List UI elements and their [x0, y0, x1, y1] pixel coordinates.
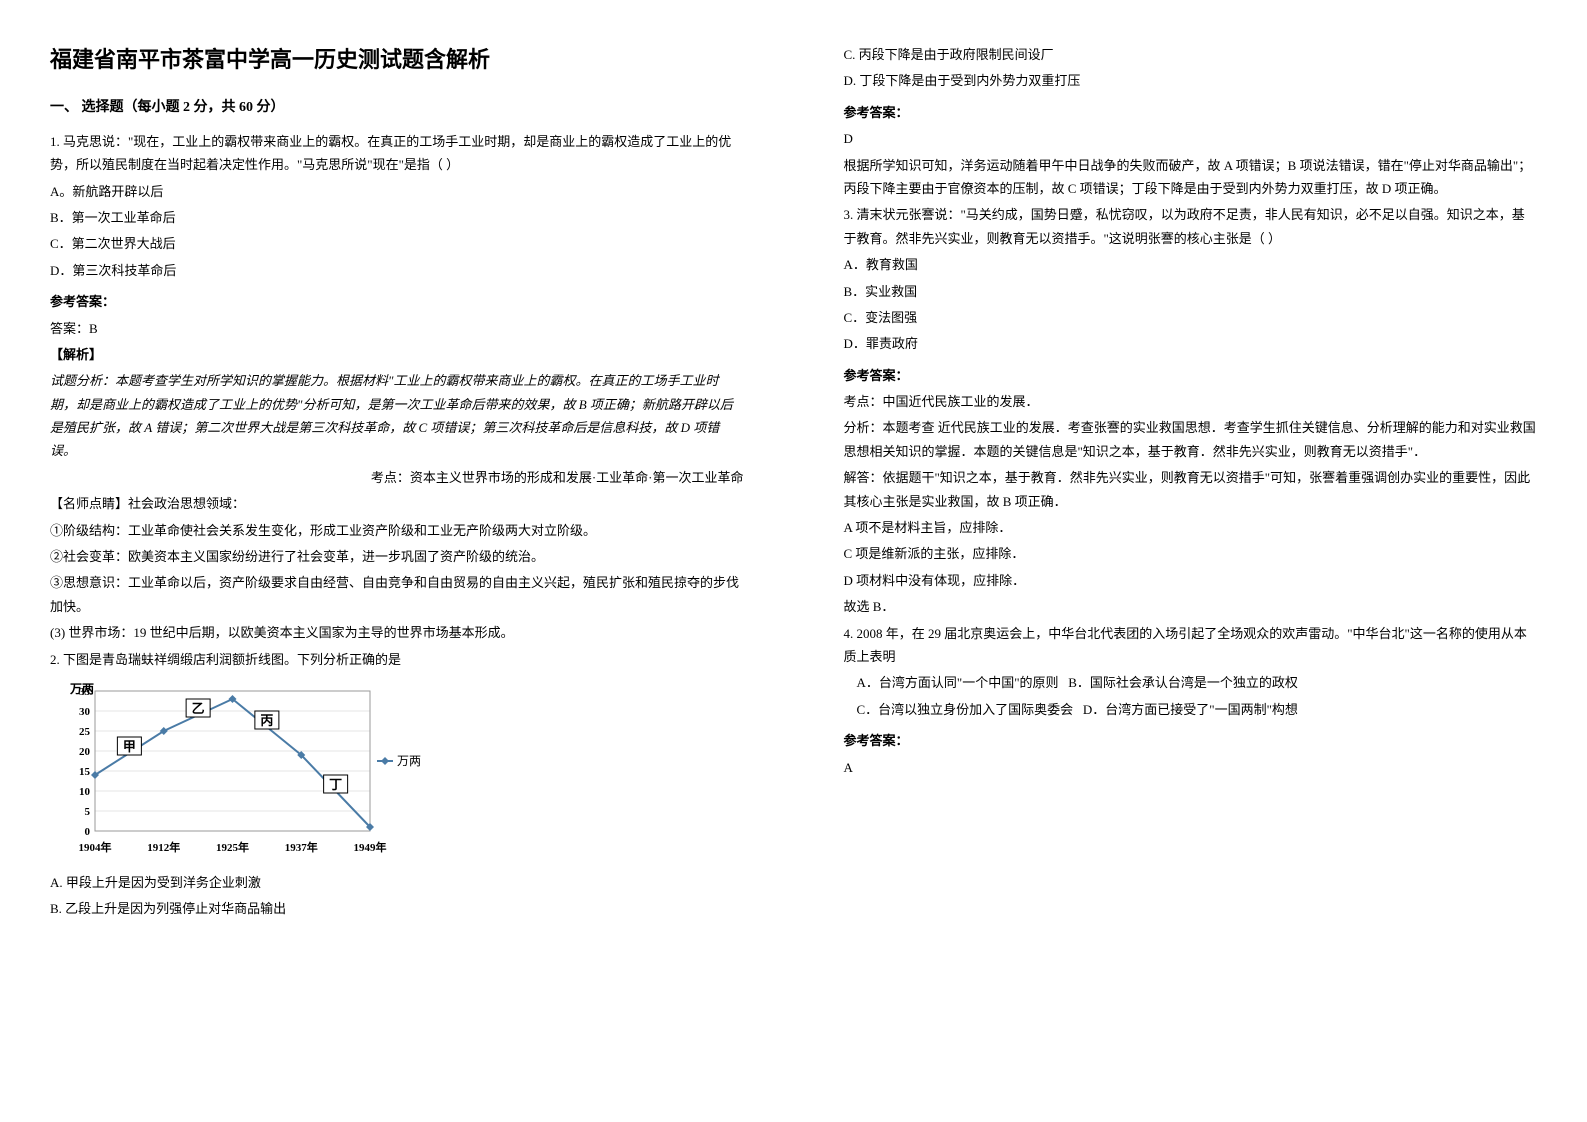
- q3-option-a: A．教育救国: [844, 253, 1538, 276]
- q4-answer: A: [844, 756, 1538, 779]
- left-column: 福建省南平市茶富中学高一历史测试题含解析 一、 选择题（每小题 2 分，共 60…: [0, 0, 794, 1122]
- q2-answer: D: [844, 127, 1538, 150]
- q2-option-b: B. 乙段上升是因为列强停止对华商品输出: [50, 897, 744, 920]
- svg-text:5: 5: [85, 806, 91, 818]
- q3-jieda: 解答：依据题干"知识之本，基于教育．然非先兴实业，则教育无以资措手"可知，张謇着…: [844, 466, 1538, 513]
- document-title: 福建省南平市茶富中学高一历史测试题含解析: [50, 40, 744, 80]
- q4-options-row2: C．台湾以独立身份加入了国际奥委会 D．台湾方面已接受了"一国两制"构想: [844, 698, 1538, 721]
- q1-option-a: A。新航路开辟以后: [50, 180, 744, 203]
- q3-conclusion: 故选 B．: [844, 595, 1538, 618]
- svg-text:丁: 丁: [329, 777, 342, 792]
- svg-text:万两: 万两: [397, 754, 421, 768]
- svg-text:丙: 丙: [260, 713, 273, 728]
- q1-option-b: B．第一次工业革命后: [50, 206, 744, 229]
- svg-text:1912年: 1912年: [147, 840, 180, 854]
- q3-fenxi: 分析：本题考查 近代民族工业的发展．考查张謇的实业救国思想．考查学生抓住关键信息…: [844, 416, 1538, 463]
- answer-label: 参考答案：: [844, 101, 1538, 124]
- section-title: 一、 选择题（每小题 2 分，共 60 分）: [50, 95, 744, 120]
- svg-text:1925年: 1925年: [216, 840, 249, 854]
- q1-option-d: D．第三次科技革命后: [50, 259, 744, 282]
- q4-options-row1: A．台湾方面认同"一个中国"的原则 B．国际社会承认台湾是一个独立的政权: [844, 671, 1538, 694]
- line-chart: 万两 0 5 10 15 20 25 30 35 1904年 1912年 1925年 1937年 1949…: [50, 681, 450, 861]
- q1-point3: ③思想意识：工业革命以后，资产阶级要求自由经营、自由竞争和自由贸易的自由主义兴起…: [50, 571, 744, 618]
- svg-text:1949年: 1949年: [354, 840, 387, 854]
- q1-kaodian-inline: 考点：资本主义世界市场的形成和发展·工业革命·第一次工业革命: [50, 466, 744, 489]
- q1-point4: (3) 世界市场：19 世纪中后期，以欧美资本主义国家为主导的世界市场基本形成。: [50, 621, 744, 644]
- q4-text: 4. 2008 年，在 29 届北京奥运会上，中华台北代表团的入场引起了全场观众…: [844, 622, 1538, 669]
- svg-text:15: 15: [79, 766, 91, 778]
- svg-text:35: 35: [79, 686, 91, 698]
- q1-text: 1. 马克思说："现在，工业上的霸权带来商业上的霸权。在真正的工场手工业时期，却…: [50, 130, 744, 177]
- answer-label: 参考答案：: [50, 290, 744, 313]
- svg-text:10: 10: [79, 786, 91, 798]
- svg-text:甲: 甲: [123, 739, 136, 754]
- q3-option-c: C．变法图强: [844, 306, 1538, 329]
- q3-kaodian: 考点：中国近代民族工业的发展．: [844, 390, 1538, 413]
- q1-teacher-label: 【名师点睛】社会政治思想领域：: [50, 492, 744, 515]
- q1-answer: 答案：B: [50, 317, 744, 340]
- analysis-label: 【解析】: [50, 343, 744, 366]
- q1-option-c: C．第二次世界大战后: [50, 232, 744, 255]
- q2-option-a: A. 甲段上升是因为受到洋务企业刺激: [50, 871, 744, 894]
- q1-point2: ②社会变革：欧美资本主义国家纷纷进行了社会变革，进一步巩固了资产阶级的统治。: [50, 545, 744, 568]
- answer-label: 参考答案：: [844, 364, 1538, 387]
- q3-exclude-d: D 项材料中没有体现，应排除．: [844, 569, 1538, 592]
- svg-text:30: 30: [79, 706, 91, 718]
- q2-option-d: D. 丁段下降是由于受到内外势力双重打压: [844, 69, 1538, 92]
- svg-text:乙: 乙: [192, 701, 205, 716]
- q3-exclude-c: C 项是维新派的主张，应排除．: [844, 542, 1538, 565]
- q3-exclude-a: A 项不是材料主旨，应排除．: [844, 516, 1538, 539]
- svg-text:0: 0: [85, 826, 91, 838]
- q2-option-c: C. 丙段下降是由于政府限制民间设厂: [844, 43, 1538, 66]
- q3-option-b: B．实业救国: [844, 280, 1538, 303]
- svg-text:20: 20: [79, 746, 91, 758]
- svg-text:1904年: 1904年: [79, 840, 112, 854]
- answer-label: 参考答案：: [844, 729, 1538, 752]
- q3-option-d: D．罪责政府: [844, 332, 1538, 355]
- q2-analysis: 根据所学知识可知，洋务运动随着甲午中日战争的失败而破产，故 A 项错误；B 项说…: [844, 154, 1538, 201]
- svg-text:1937年: 1937年: [285, 840, 318, 854]
- q3-text: 3. 清末状元张謇说："马关约成，国势日蹙，私忧窃叹，以为政府不足责，非人民有知…: [844, 203, 1538, 250]
- right-column: C. 丙段下降是由于政府限制民间设厂 D. 丁段下降是由于受到内外势力双重打压 …: [794, 0, 1587, 1122]
- chart-container: 万两 0 5 10 15 20 25 30 35 1904年 1912年 1925年 1937年 1949…: [50, 681, 744, 861]
- q2-text: 2. 下图是青岛瑞蚨祥绸缎店利润额折线图。下列分析正确的是: [50, 648, 744, 671]
- q1-point1: ①阶级结构：工业革命使社会关系发生变化，形成工业资产阶级和工业无产阶级两大对立阶…: [50, 519, 744, 542]
- svg-text:25: 25: [79, 726, 91, 738]
- q1-analysis: 试题分析：本题考查学生对所学知识的掌握能力。根据材料"工业上的霸权带来商业上的霸…: [50, 369, 744, 463]
